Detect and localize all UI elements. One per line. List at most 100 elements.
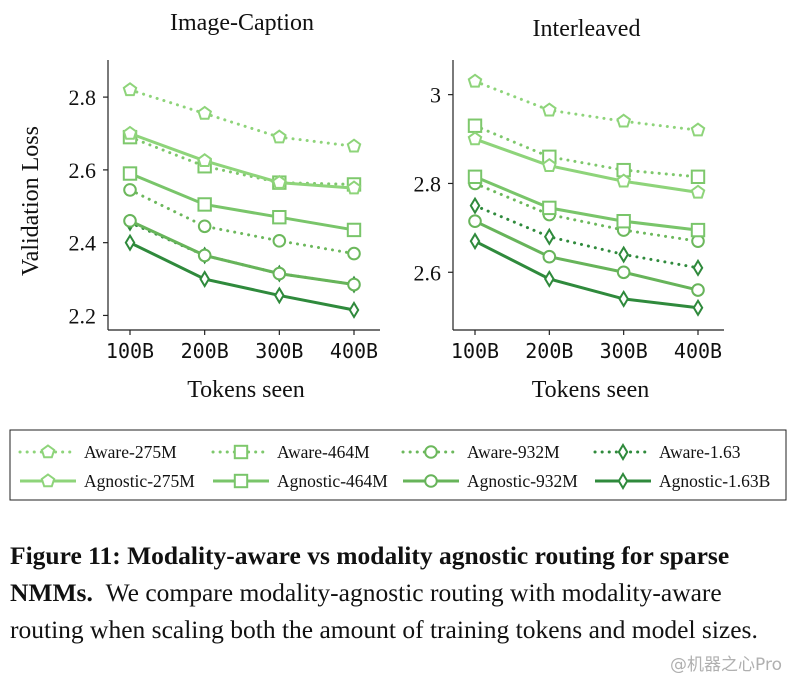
caption-title: Modality-aware vs modality agnostic rout… (10, 541, 730, 607)
series-line (129, 132, 355, 190)
y-tick-label: 3 (430, 83, 441, 108)
series-line (128, 88, 356, 148)
data-point (690, 184, 706, 199)
data-point (346, 138, 362, 153)
legend-label: Agnostic-464M (277, 471, 388, 491)
data-point (542, 249, 557, 264)
series-line (129, 241, 355, 312)
y-tick-label: 2.8 (414, 171, 442, 196)
data-point (618, 289, 630, 308)
series-line (474, 219, 699, 292)
data-point (469, 232, 481, 251)
data-point (347, 246, 361, 261)
data-point (197, 219, 212, 234)
legend-label: Aware-932M (467, 442, 560, 462)
chart-title: Image-Caption (170, 10, 314, 36)
legend-box (9, 429, 787, 501)
series-line (474, 239, 699, 310)
data-point (197, 105, 213, 120)
x-tick-label: 200B (525, 339, 573, 363)
data-point (616, 173, 632, 188)
data-point (346, 222, 362, 238)
legend-label: Agnostic-932M (467, 471, 578, 491)
x-tick-label: 300B (600, 339, 648, 363)
x-tick-label: 200B (181, 339, 229, 363)
legend-marker (617, 443, 629, 461)
series-line (473, 79, 700, 132)
legend-item-aware-275m: Aware-275M (18, 442, 177, 462)
data-point (123, 183, 137, 197)
data-point (467, 73, 483, 88)
data-point (467, 118, 483, 133)
legend-item-aware-1-63: Aware-1.63 (593, 442, 741, 462)
x-axis-label: Tokens seen (532, 377, 650, 403)
data-point (692, 258, 704, 277)
x-axis-label: Tokens seen (187, 377, 305, 403)
legend-item-aware-464m: Aware-464M (211, 442, 370, 462)
legend-item-agnostic-464m: Agnostic-464M (213, 471, 388, 491)
data-point (122, 82, 138, 97)
caption-label: Figure 11: (10, 541, 121, 570)
data-point (273, 286, 285, 305)
x-tick-label: 100B (451, 339, 499, 363)
data-point (692, 298, 704, 317)
data-point (271, 129, 287, 144)
data-point (691, 283, 705, 297)
chart-interleaved: Interleaved 2.6 2.8 3 100B 200B 300B 400B Tokens… (414, 16, 724, 403)
legend-marker (617, 472, 629, 490)
legend-item-agnostic-1-63b: Agnostic-1.63B (595, 471, 770, 491)
chart-title: Interleaved (533, 16, 641, 42)
data-point (199, 270, 211, 288)
x-tick-label: 100B (106, 339, 154, 363)
figure-caption: Figure 11: Modality-aware vs modality ag… (10, 537, 786, 648)
data-point (467, 131, 483, 146)
series-aware-464m (122, 129, 362, 192)
legend-item-agnostic-932m: Agnostic-932M (403, 471, 578, 491)
data-point (122, 166, 138, 181)
y-tick-label: 2.2 (69, 303, 97, 328)
legend-marker (233, 473, 249, 489)
series-line (129, 172, 355, 232)
series-line (128, 188, 356, 256)
data-point (469, 196, 481, 215)
series-agnostic-464m (122, 166, 362, 238)
series-aware-275m (122, 82, 362, 153)
y-axis-label: Validation Loss (18, 126, 44, 276)
series-agnostic-932m (468, 214, 705, 297)
legend-marker (233, 444, 249, 460)
data-point (467, 169, 483, 184)
data-point (618, 245, 630, 264)
data-point (272, 234, 287, 248)
series-aware-1-63 (469, 196, 704, 277)
x-tick-label: 300B (255, 339, 303, 363)
data-point (272, 209, 287, 225)
legend-marker (424, 445, 438, 459)
series-line (128, 221, 356, 287)
watermark: @机器之心Pro (670, 655, 782, 675)
y-tick-label: 2.4 (69, 231, 97, 256)
legend-label: Aware-1.63 (659, 442, 741, 462)
series-aware-932m (123, 183, 361, 261)
data-point (124, 233, 136, 252)
figure: Image-Caption 2.2 2.4 2.6 2.8 100B 200B 300B 400… (9, 10, 787, 501)
data-point (541, 102, 557, 117)
x-tick-label: 400B (674, 339, 722, 363)
data-point (616, 214, 631, 229)
series-agnostic-275m (467, 131, 706, 199)
data-point (197, 248, 212, 263)
data-point (542, 200, 557, 216)
series-line (474, 137, 699, 194)
data-point (543, 269, 555, 288)
legend-marker (40, 473, 56, 488)
data-point (468, 214, 482, 229)
data-point (690, 222, 706, 238)
series-agnostic-1-63b (124, 233, 360, 319)
y-tick-label: 2.6 (69, 158, 97, 183)
series-line (129, 219, 355, 286)
legend-label: Agnostic-275M (84, 471, 195, 491)
legend-item-aware-932m: Aware-932M (401, 442, 560, 462)
x-tick-label: 400B (330, 339, 378, 363)
legend-label: Agnostic-1.63B (659, 471, 770, 491)
chart-image-caption: Image-Caption 2.2 2.4 2.6 2.8 100B 200B 300B 400… (18, 10, 380, 403)
legend-marker (424, 474, 438, 488)
